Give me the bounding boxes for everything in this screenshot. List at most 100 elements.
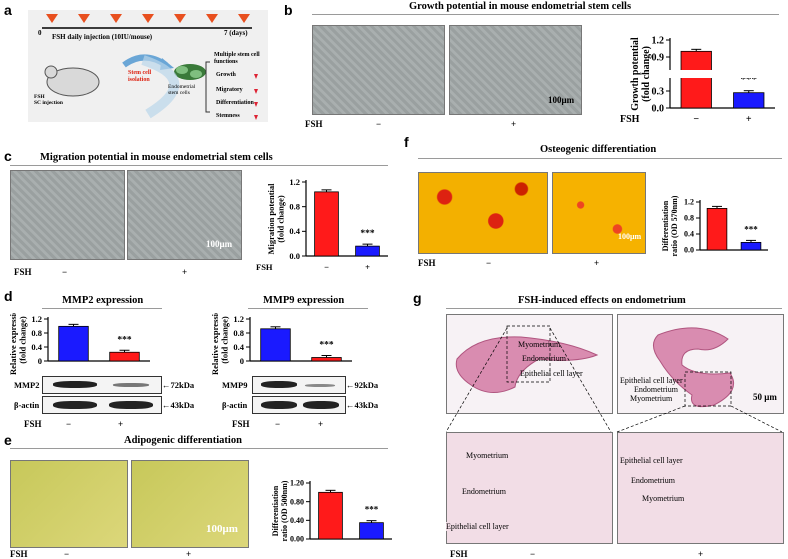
daily-injection-label: FSH daily injection (10IU/mouse): [52, 33, 153, 41]
g-low-fsh-myometrium: Myometrium: [630, 394, 673, 403]
fsh-sc-label: FSH SC injection: [34, 94, 63, 106]
panel-b-treat-minus: −: [376, 119, 382, 129]
panel-letter-d: d: [4, 288, 13, 304]
y-tick-label: 0.9: [652, 52, 665, 63]
significance-label: ***: [319, 341, 334, 351]
mmp9-blot-label: MMP9: [222, 380, 248, 390]
y-axis-label: Relative expression(fold change): [212, 313, 230, 375]
x-tick-label: −: [693, 114, 699, 125]
g-high-endometrium: Endometrium: [462, 487, 506, 496]
y-tick-label: 0.8: [233, 328, 244, 338]
panel-e-image-control: [10, 460, 128, 548]
timeline-start: 0: [38, 29, 42, 37]
mmp9-blot: [252, 376, 346, 394]
y-tick-label: 1.20: [290, 479, 304, 488]
y-axis-label: Relative expression(fold change): [10, 313, 28, 375]
panel-b-rule: [312, 14, 779, 15]
bar-fsh: [355, 245, 380, 257]
panel-g-rule: [446, 308, 782, 309]
y-tick-label: 0.0: [289, 251, 300, 261]
panel-g-zoom-lines: [446, 325, 782, 433]
panel-b-fsh-label: FSH: [305, 119, 323, 129]
y-tick-label: 0.4: [31, 342, 42, 352]
y-tick-label: 1.2: [684, 198, 694, 207]
g-low-fsh-epithelial: Epithelial cell layer: [620, 376, 683, 385]
panel-f-treat-minus: −: [486, 258, 492, 268]
panel-g-image-control-low: [446, 314, 613, 414]
significance-label: ***: [365, 505, 379, 515]
actin-kda-right-value: 43kDa: [354, 400, 379, 410]
actin-kda-left: ←43kDa: [162, 400, 195, 410]
significance-label: ***: [744, 224, 758, 234]
y-tick-label: 1.2: [289, 177, 300, 187]
panel-g-title: FSH-induced effects on endometrium: [518, 295, 686, 306]
panel-d-right-minus: −: [275, 419, 281, 429]
x-tick-label: +: [746, 114, 752, 125]
panel-f-treat-plus: +: [594, 258, 600, 268]
y-axis-label: Migration potential(fold change): [266, 183, 286, 255]
panel-e-image-fsh: [131, 460, 249, 548]
mmp9-kda-value: 92kDa: [354, 380, 379, 390]
panel-b-title: Growth potential in mouse endometrial st…: [409, 1, 632, 12]
function-growth: Growth: [216, 72, 236, 78]
panel-b-image-control: [312, 25, 445, 115]
y-tick-label: 0.00: [290, 535, 304, 544]
panel-b-treat-plus: +: [511, 119, 517, 129]
g-high-fsh-endometrium: Endometrium: [631, 476, 675, 485]
bar-fsh: [359, 522, 384, 540]
panel-letter-e: e: [4, 432, 12, 448]
panel-letter-b: b: [284, 2, 293, 18]
y-tick-label: 0: [240, 356, 244, 366]
panel-e-scale: 100μm: [206, 523, 238, 535]
y-tick-label: 1.2: [652, 35, 665, 46]
axis-break: [664, 70, 775, 78]
y-tick-label: 0.8: [31, 328, 42, 338]
actin-kda-right: ←43kDa: [346, 400, 379, 410]
bar-control: [314, 191, 339, 257]
y-tick-label: 0.4: [233, 342, 244, 352]
bar-control: [318, 491, 343, 540]
panel-letter-c: c: [4, 148, 12, 164]
y-axis-label: Differentiationratio (OD 500nm): [271, 480, 289, 541]
g-low-myometrium: Myometrium: [518, 340, 561, 349]
bar-control: [58, 325, 89, 362]
panel-e-title: Adipogenic differentiation: [124, 435, 242, 446]
y-tick-label: 0.8: [684, 214, 694, 223]
actin-blot-right: [252, 396, 346, 414]
y-tick-label: 0.0: [652, 103, 665, 114]
endometrial-cells-label: Endometrial stem cells: [168, 84, 196, 96]
g-high-epithelial: Epithelial cell layer: [446, 522, 509, 531]
mmp2-kda-value: 72kDa: [170, 380, 195, 390]
mmp2-blot-label: MMP2: [14, 380, 40, 390]
panel-g-treat-minus: −: [530, 549, 536, 559]
g-low-epithelial: Epithelial cell layer: [520, 369, 583, 378]
schematic-panel-a: 0 7 (days) FSH daily injection (10IU/mou…: [28, 10, 268, 122]
function-differentiation: Differentiation: [216, 100, 254, 106]
panel-c-fsh-label: FSH: [14, 267, 32, 277]
g-low-fsh-endometrium: Endometrium: [634, 385, 678, 394]
injection-timeline: [42, 14, 258, 120]
panel-d-left-plus: +: [118, 419, 124, 429]
panel-e-fsh-label: FSH: [10, 549, 28, 559]
mmp2-kda: ←72kDa: [162, 380, 195, 390]
mmp2-blot: [42, 376, 162, 394]
mmp9-kda: ←92kDa: [346, 380, 379, 390]
panel-f-image-control: [418, 172, 548, 254]
actin-blot-left: [42, 396, 162, 414]
bar-fsh: [733, 92, 765, 109]
x-tick-label: +: [365, 262, 370, 272]
panel-c-treat-plus: +: [182, 267, 188, 277]
stem-isolation-label: Stem cell isolation: [128, 70, 152, 83]
panel-g-image-fsh-low: [617, 314, 784, 414]
panel-e-treat-minus: −: [64, 549, 70, 559]
panel-c-scale: 100μm: [206, 239, 233, 249]
function-stemness: Stemness: [216, 113, 240, 119]
function-migratory: Migratory: [216, 87, 243, 93]
y-tick-label: 0.3: [652, 86, 665, 97]
panel-f-image-fsh: [552, 172, 646, 254]
